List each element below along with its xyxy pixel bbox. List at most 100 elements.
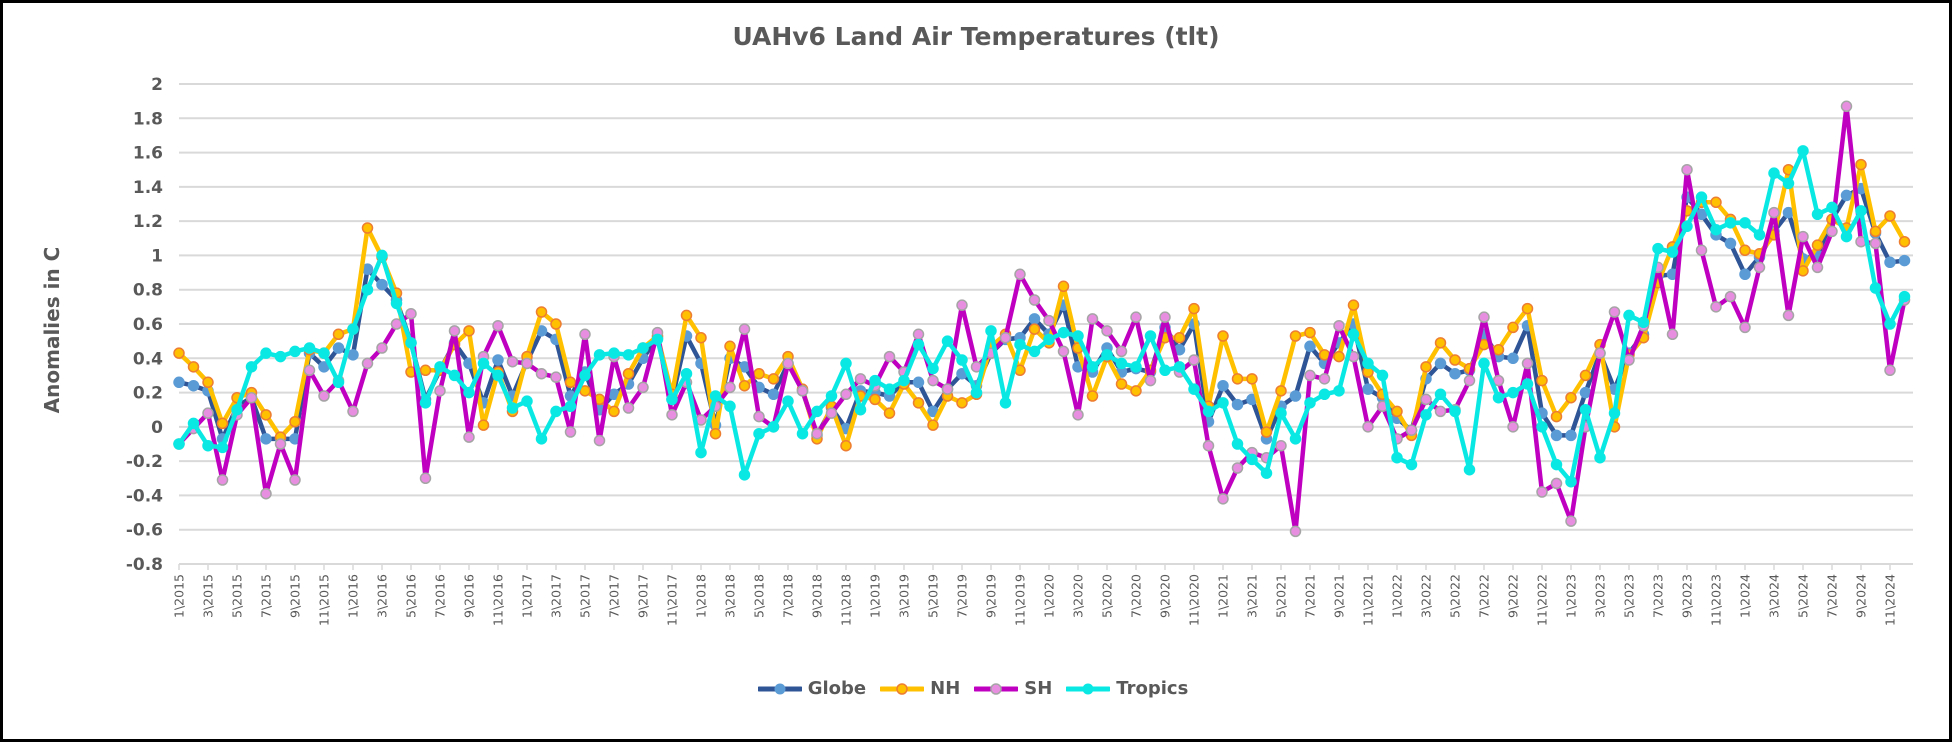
data-point-globe bbox=[1898, 254, 1911, 267]
data-point-nh bbox=[912, 397, 925, 409]
data-point-tropics bbox=[419, 397, 432, 409]
y-tick-label: 1.6 bbox=[133, 144, 163, 164]
data-point-tropics bbox=[695, 446, 707, 459]
x-tick-label: 3\2023 bbox=[1593, 574, 1608, 618]
data-point-nh bbox=[477, 419, 490, 431]
legend-label-globe: Globe bbox=[807, 678, 867, 699]
x-tick-label: 3\2021 bbox=[1245, 574, 1260, 618]
x-tick-label: 9\2024 bbox=[1854, 574, 1869, 618]
x-tick-label: 11\2019 bbox=[1013, 574, 1028, 626]
data-point-sh bbox=[1086, 313, 1099, 325]
data-point-sh bbox=[927, 374, 939, 387]
data-point-sh bbox=[521, 357, 533, 370]
data-point-nh bbox=[187, 361, 200, 373]
data-point-tropics bbox=[1173, 361, 1186, 373]
data-point-tropics bbox=[216, 441, 229, 454]
data-point-nh bbox=[1391, 405, 1403, 418]
data-point-nh bbox=[695, 331, 707, 344]
x-tick-label: 9\2018 bbox=[810, 574, 825, 618]
data-point-tropics bbox=[463, 386, 475, 399]
data-point-nh bbox=[724, 340, 736, 353]
data-point-tropics bbox=[608, 347, 620, 359]
data-point-tropics bbox=[1826, 201, 1838, 214]
data-point-tropics bbox=[579, 369, 591, 382]
data-point-tropics bbox=[1492, 391, 1505, 404]
legend-item-nh[interactable]: NH bbox=[880, 678, 960, 699]
data-point-sh bbox=[318, 390, 330, 402]
data-point-tropics bbox=[1681, 220, 1693, 233]
data-point-sh bbox=[1840, 100, 1853, 113]
y-tick-label: -0.6 bbox=[126, 521, 163, 541]
legend-item-sh[interactable]: SH bbox=[974, 678, 1052, 699]
legend-item-globe[interactable]: Globe bbox=[757, 678, 867, 699]
data-point-sh bbox=[1608, 306, 1621, 318]
data-point-tropics bbox=[1318, 388, 1331, 401]
data-point-sh bbox=[1043, 314, 1055, 327]
data-point-sh bbox=[1550, 477, 1563, 490]
data-point-sh bbox=[347, 405, 359, 418]
data-point-tropics bbox=[564, 400, 577, 413]
data-point-tropics bbox=[1028, 345, 1041, 358]
x-tick-label: 7\2016 bbox=[433, 574, 448, 618]
data-point-sh bbox=[1478, 311, 1490, 323]
data-point-globe bbox=[1840, 189, 1853, 202]
data-point-sh bbox=[738, 323, 751, 335]
y-tick-label: 0.8 bbox=[133, 281, 163, 301]
data-point-nh bbox=[1507, 321, 1519, 334]
data-point-nh bbox=[1898, 235, 1911, 248]
data-point-tropics bbox=[1478, 357, 1490, 370]
data-point-tropics bbox=[1739, 217, 1751, 229]
data-point-tropics bbox=[651, 333, 664, 346]
data-point-sh bbox=[1521, 357, 1534, 370]
x-tick-label: 11\2015 bbox=[317, 574, 332, 626]
data-point-tropics bbox=[1434, 388, 1447, 401]
x-tick-label: 5\2024 bbox=[1796, 574, 1811, 618]
x-tick-label: 1\2024 bbox=[1738, 574, 1753, 618]
x-tick-label: 9\2017 bbox=[636, 574, 651, 618]
data-point-tropics bbox=[1130, 361, 1142, 373]
data-point-tropics bbox=[521, 395, 533, 407]
data-point-tropics bbox=[434, 361, 446, 373]
data-point-tropics bbox=[1014, 338, 1026, 351]
data-point-tropics bbox=[260, 347, 272, 359]
data-point-sh bbox=[1724, 290, 1737, 303]
data-point-tropics bbox=[1231, 438, 1244, 450]
data-point-sh bbox=[274, 438, 287, 450]
data-point-tropics bbox=[1666, 246, 1679, 258]
data-point-tropics bbox=[1594, 451, 1606, 464]
legend: Globe NH SH Tropics bbox=[0, 678, 1952, 699]
data-point-nh bbox=[1115, 378, 1128, 390]
x-tick-label: 5\2023 bbox=[1622, 574, 1637, 618]
data-point-globe bbox=[1231, 398, 1244, 411]
data-point-sh bbox=[1362, 421, 1374, 433]
data-point-globe bbox=[912, 376, 925, 389]
data-point-tropics bbox=[1753, 229, 1766, 241]
data-point-globe bbox=[1695, 208, 1708, 221]
data-point-tropics bbox=[825, 390, 838, 402]
data-point-tropics bbox=[1855, 205, 1867, 217]
data-point-nh bbox=[1028, 323, 1041, 335]
data-point-sh bbox=[361, 357, 374, 370]
data-point-tropics bbox=[1057, 326, 1070, 339]
data-point-sh bbox=[1623, 354, 1635, 366]
data-point-tropics bbox=[970, 386, 983, 399]
x-tick-label: 3\2016 bbox=[375, 574, 390, 618]
data-point-tropics bbox=[869, 374, 881, 387]
data-point-nh bbox=[956, 397, 968, 409]
data-point-globe bbox=[260, 433, 272, 445]
data-point-tropics bbox=[680, 367, 693, 380]
data-point-globe bbox=[173, 376, 185, 389]
x-tick-label: 1\2018 bbox=[694, 574, 709, 618]
x-tick-label: 11\2023 bbox=[1709, 574, 1724, 626]
x-tick-label: 7\2020 bbox=[1129, 574, 1144, 618]
x-tick-label: 1\2016 bbox=[346, 574, 361, 618]
data-point-nh bbox=[1739, 244, 1751, 257]
data-point-tropics bbox=[361, 283, 374, 296]
data-point-sh bbox=[535, 367, 548, 380]
data-point-nh bbox=[1289, 330, 1302, 342]
data-point-tropics bbox=[1275, 407, 1287, 419]
data-point-sh bbox=[1710, 301, 1722, 313]
data-point-sh bbox=[1014, 268, 1026, 281]
legend-item-tropics[interactable]: Tropics bbox=[1066, 678, 1188, 699]
data-point-sh bbox=[506, 355, 519, 368]
